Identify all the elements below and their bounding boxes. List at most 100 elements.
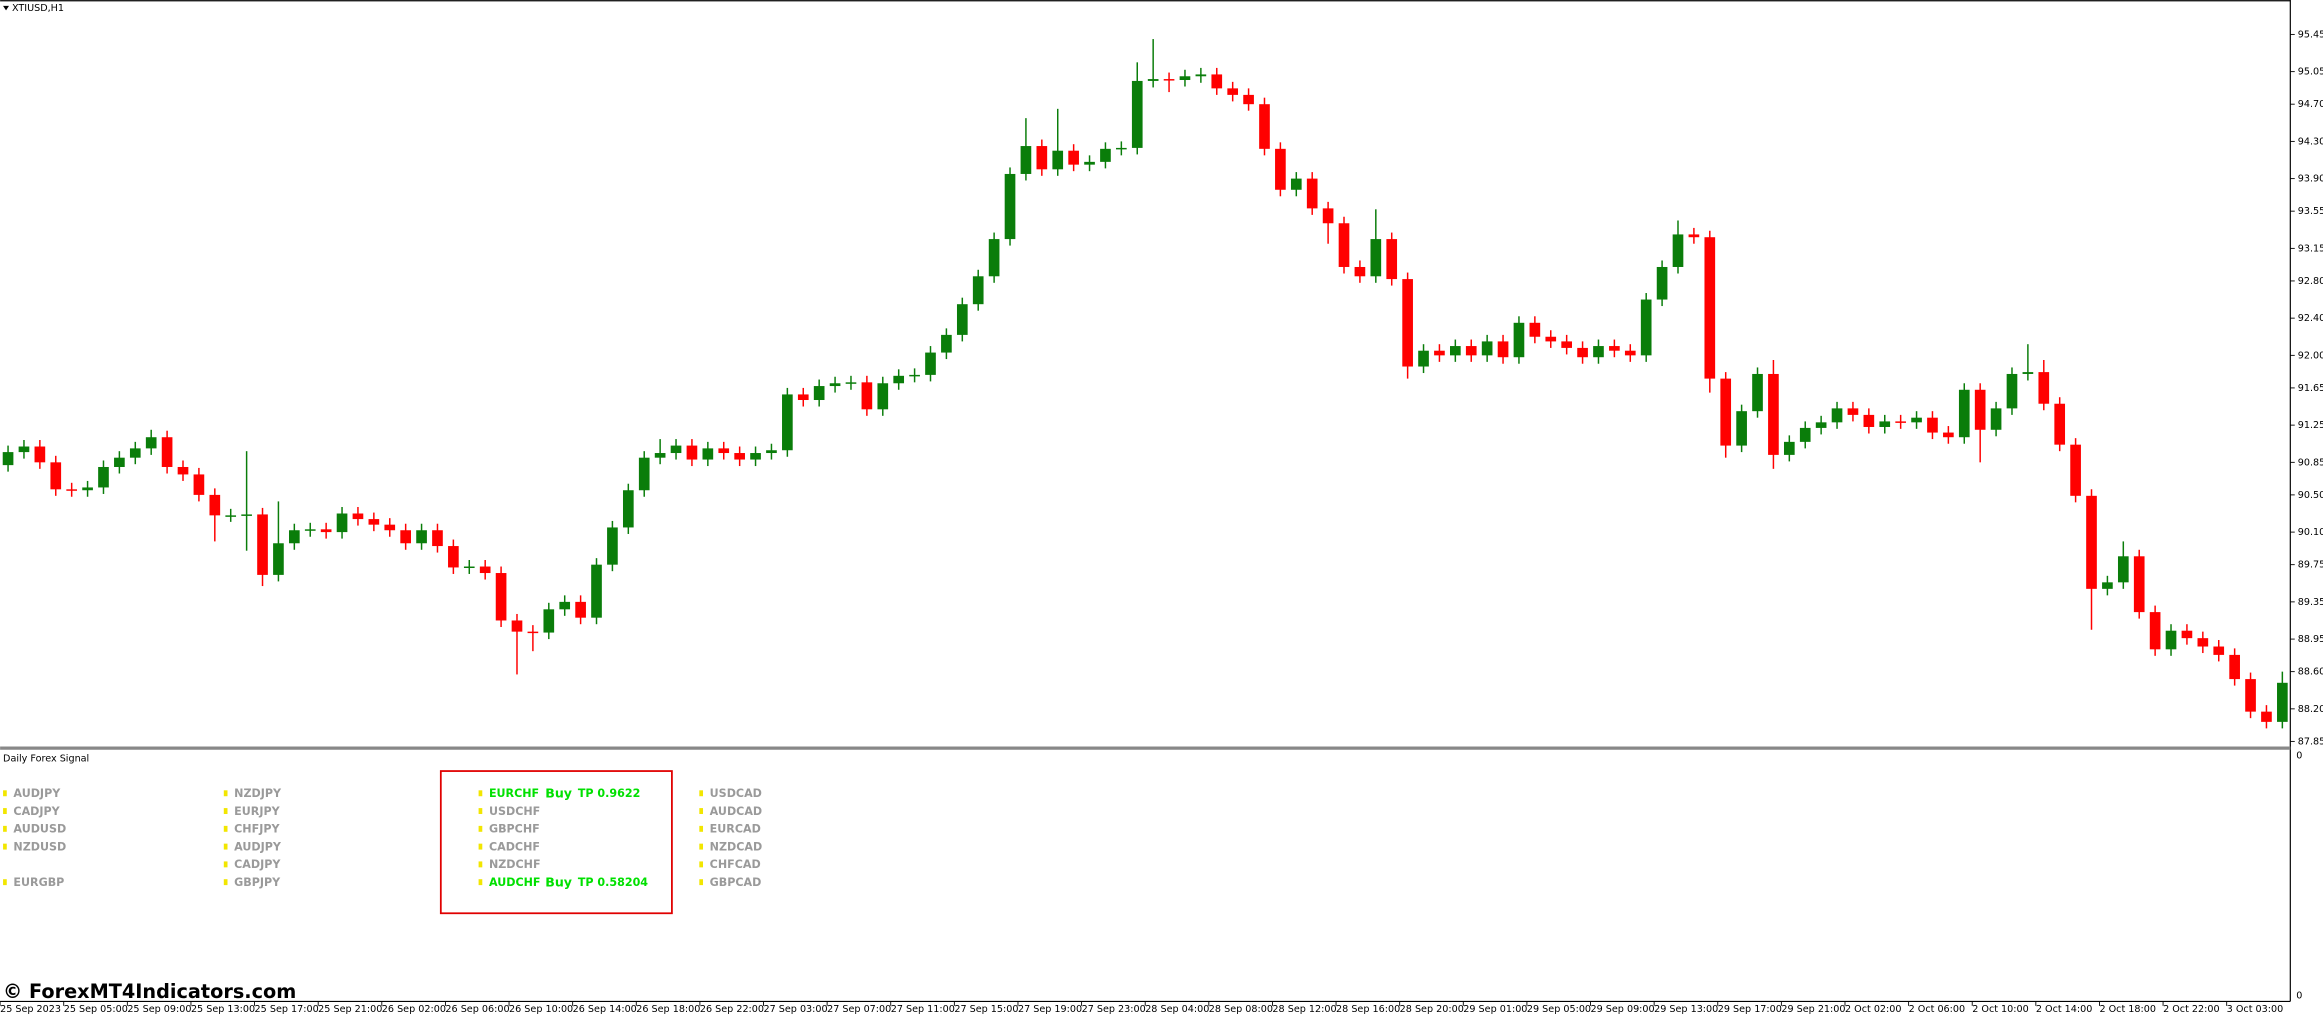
candle-body [607, 527, 618, 565]
signal-dot [3, 879, 7, 886]
candle-body [1545, 336, 1557, 342]
candle-body [1831, 408, 1843, 423]
candle-body [1720, 378, 1732, 446]
candle-body [1195, 74, 1207, 77]
x-tick-label: 26 Sep 14:00 [573, 1004, 637, 1014]
candle-body [702, 448, 714, 460]
candle-body [2070, 444, 2081, 496]
signal-dot [478, 808, 483, 815]
pair-name: EURCAD [710, 823, 761, 836]
pair-name: GBPCAD [710, 876, 762, 889]
y-tick-label: 92.80 [2298, 276, 2323, 287]
y-tick-label: 89.75 [2298, 560, 2323, 571]
x-tick-label: 2 Oct 22:00 [2163, 1004, 2220, 1014]
candle-body [1895, 421, 1906, 423]
signal-dot [699, 790, 704, 797]
candle-body [2213, 646, 2225, 655]
y-tick-label: 93.90 [2298, 174, 2323, 185]
y-tick-label: 88.20 [2298, 704, 2323, 715]
pair-name: AUDJPY [13, 787, 61, 800]
candle-body [797, 394, 809, 401]
candle-body [1354, 266, 1366, 277]
candle-body [2054, 403, 2066, 445]
x-tick-label: 27 Sep 19:00 [1018, 1004, 1082, 1014]
x-tick-label: 25 Sep 09:00 [127, 1004, 191, 1014]
x-tick-label: 29 Sep 05:00 [1527, 1004, 1591, 1014]
pair-name: EURCHF [489, 787, 539, 800]
signal-dot [223, 879, 228, 886]
x-tick-label: 26 Sep 10:00 [509, 1004, 573, 1014]
candle-body [2022, 372, 2034, 374]
candle-body [845, 382, 857, 384]
candle-body [1211, 74, 1223, 89]
x-tick-label: 28 Sep 12:00 [1272, 1004, 1336, 1014]
candle-body [273, 543, 284, 575]
candle-body [2165, 630, 2177, 650]
take-profit: TP 0.58204 [578, 876, 648, 889]
candle-body [368, 519, 380, 525]
pair-name: EURGBP [13, 876, 64, 889]
candle-body [654, 453, 666, 458]
pair-name: AUDUSD [13, 823, 66, 836]
symbol-menu-arrow[interactable] [3, 5, 9, 11]
x-tick-label: 2 Oct 14:00 [2036, 1004, 2093, 1014]
candle-body [1084, 161, 1095, 165]
pair-name: CADJPY [13, 805, 60, 818]
pair-name: EURJPY [234, 805, 280, 818]
candle-body [1768, 373, 1779, 455]
candle-body [18, 446, 30, 453]
candle-body [1100, 148, 1111, 162]
x-tick-label: 2 Oct 02:00 [1845, 1004, 1902, 1014]
pair-name: AUDCHF [489, 876, 541, 889]
candle-body [893, 375, 905, 384]
x-tick-label: 28 Sep 04:00 [1145, 1004, 1209, 1014]
x-tick-label: 25 Sep 21:00 [318, 1004, 382, 1014]
signal-dot [699, 843, 704, 850]
candle-body [400, 530, 411, 544]
candle-body [2149, 612, 2161, 650]
candle-body [1593, 346, 1604, 358]
candle-body [2277, 682, 2288, 722]
candle-body [1561, 341, 1572, 348]
x-tick-label: 27 Sep 07:00 [827, 1004, 891, 1014]
candle-body [257, 514, 268, 575]
candle-body [1752, 373, 1763, 412]
candle-body [384, 524, 396, 531]
indicator-title: Daily Forex Signal [3, 753, 89, 764]
pair-name: AUDJPY [234, 840, 282, 853]
x-tick-label: 28 Sep 08:00 [1209, 1004, 1273, 1014]
candle-body [956, 304, 968, 335]
candle-body [925, 352, 936, 375]
x-tick-label: 25 Sep 13:00 [191, 1004, 255, 1014]
candle-body [861, 382, 873, 410]
signal-dot [223, 843, 228, 850]
signal-dot [478, 843, 483, 850]
candle-body [718, 448, 730, 454]
candle-body [941, 334, 952, 353]
x-tick-label: 29 Sep 01:00 [1463, 1004, 1527, 1014]
candle-body [114, 457, 125, 467]
candle-body [145, 437, 157, 449]
x-tick-label: 27 Sep 11:00 [891, 1004, 955, 1014]
candle-body [463, 566, 475, 569]
x-tick-label: 27 Sep 15:00 [954, 1004, 1018, 1014]
x-tick-label: 26 Sep 02:00 [382, 1004, 446, 1014]
candle-body [2, 452, 14, 466]
candle-body [829, 383, 841, 387]
candle-body [129, 448, 141, 458]
signal-dot [478, 861, 483, 868]
candle-body [2261, 711, 2272, 722]
candle-body [1338, 223, 1350, 267]
x-tick-label: 29 Sep 09:00 [1591, 1004, 1655, 1014]
candle-body [1418, 350, 1429, 367]
candle-body [209, 494, 221, 516]
x-tick-label: 29 Sep 21:00 [1781, 1004, 1845, 1014]
candle-body [432, 530, 443, 547]
y-tick-label: 90.85 [2298, 457, 2323, 468]
x-tick-label: 26 Sep 06:00 [445, 1004, 509, 1014]
candle-body [98, 466, 109, 488]
candle-body [527, 631, 539, 634]
x-tick-label: 2 Oct 18:00 [2099, 1004, 2156, 1014]
candle-body [495, 573, 507, 621]
